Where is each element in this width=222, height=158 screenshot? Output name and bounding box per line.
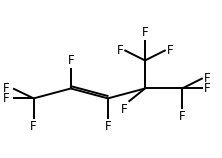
Text: F: F bbox=[30, 120, 37, 133]
Text: F: F bbox=[3, 82, 10, 95]
Text: F: F bbox=[204, 72, 211, 85]
Text: F: F bbox=[117, 44, 123, 57]
Text: F: F bbox=[142, 26, 148, 39]
Text: F: F bbox=[204, 82, 211, 95]
Text: F: F bbox=[105, 120, 111, 133]
Text: F: F bbox=[121, 103, 127, 116]
Text: F: F bbox=[3, 92, 10, 105]
Text: F: F bbox=[67, 54, 74, 67]
Text: F: F bbox=[179, 110, 185, 123]
Text: F: F bbox=[167, 44, 174, 57]
